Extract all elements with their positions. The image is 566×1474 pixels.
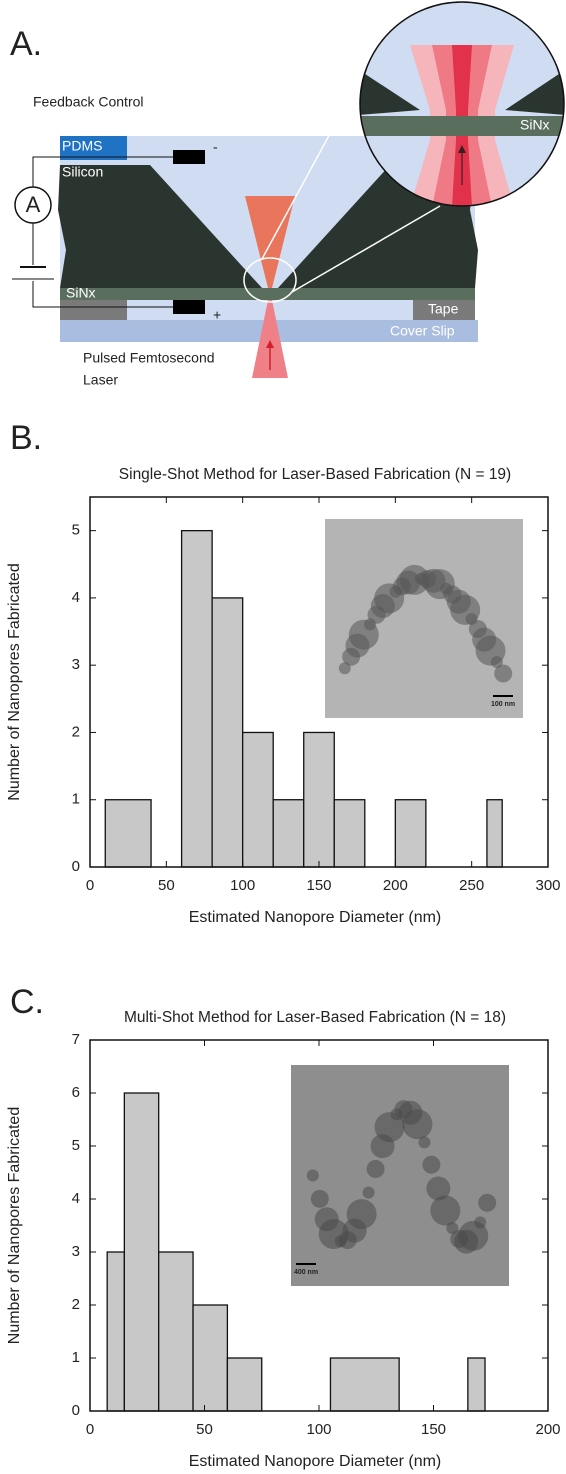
tem-blob [458,1220,489,1251]
y-axis-label: Number of Nanopores Fabricated [6,1107,23,1344]
diagram-label: + [213,307,221,323]
y-tick-label: 4 [72,589,80,606]
y-tick-label: 6 [72,1084,80,1101]
histogram-bar [180,529,213,868]
tem-blob [338,662,351,675]
diagram-label: Cover Slip [390,323,455,339]
y-tick-label: 3 [72,1243,80,1260]
x-tick-label: 100 [306,1421,331,1438]
y-tick-label: 5 [72,1137,80,1154]
histogram-bar [329,1357,400,1412]
tem-blob [422,1155,441,1174]
scale-label: 100 nm [491,701,515,708]
diagram-label: Feedback Control [33,94,144,110]
x-tick-label: 300 [535,877,560,894]
diagram-label: Tape [428,301,459,317]
diagram-label: SiNx [66,285,96,301]
x-tick-label: 200 [383,877,408,894]
tem-blob [362,1186,375,1199]
tem-blob [474,1216,487,1229]
y-axis-label: Number of Nanopores Fabricated [6,563,23,800]
diagram-label: PDMS [62,138,102,154]
ammeter-label: A [26,192,41,217]
x-tick-label: 150 [306,877,331,894]
tem-blob [494,664,513,683]
x-tick-label: 0 [86,877,94,894]
chart-title: Single-Shot Method for Laser-Based Fabri… [119,466,511,483]
schematic [12,1,565,378]
tem-image [291,1065,509,1286]
histogram-bar [303,731,335,868]
tem-blob [402,1109,433,1140]
y-tick-label: 3 [72,656,80,673]
tem-blob [366,1159,385,1178]
tem-image [325,519,523,718]
x-tick-label: 50 [158,877,175,894]
histogram-bar [104,799,152,868]
x-tick-label: 50 [196,1421,213,1438]
tem-blob [430,1195,461,1226]
tem-blob [418,1136,431,1149]
histogram-bar [486,799,503,868]
histogram-bar [394,799,427,868]
x-axis-label: Estimated Nanopore Diameter (nm) [189,909,442,926]
tem-blob [478,1193,497,1212]
x-tick-label: 100 [230,877,255,894]
tem-blob [310,1189,329,1208]
x-tick-label: 200 [535,1421,560,1438]
y-tick-label: 5 [72,522,80,539]
tem-blob [490,656,503,669]
diagram-label: - [213,139,218,155]
tem-blob [346,1199,377,1230]
tem-blob [306,1169,319,1182]
scale-label: 400 nm [294,1269,318,1276]
tem-blob [426,1176,451,1201]
x-axis-label: Estimated Nanopore Diameter (nm) [189,1453,442,1470]
histogram-bar [226,1357,263,1412]
y-tick-label: 0 [72,858,80,875]
y-tick-label: 1 [72,1349,80,1366]
y-tick-label: 1 [72,791,80,808]
panel-label: C. [10,983,44,1021]
histogram-bar [158,1251,194,1412]
panel-label: A. [10,25,42,63]
diagram-label: Laser [83,372,118,388]
diagram-label: SiNx [520,117,550,133]
panel-label: B. [10,419,42,457]
y-tick-label: 2 [72,1296,80,1313]
histogram-bar [242,731,274,868]
y-tick-label: 0 [72,1402,80,1419]
y-tick-label: 7 [72,1031,80,1048]
histogram-bar [106,1251,126,1412]
x-tick-label: 250 [459,877,484,894]
y-tick-label: 4 [72,1190,80,1207]
y-tick-label: 2 [72,723,80,740]
x-tick-label: 150 [421,1421,446,1438]
x-tick-label: 0 [86,1421,94,1438]
histogram-bar [211,597,244,868]
histogram-bar [272,799,305,868]
histogram-bar [192,1304,229,1412]
chart-title: Multi-Shot Method for Laser-Based Fabric… [124,1009,506,1026]
histogram-bar [467,1357,486,1412]
histogram-bar [333,799,366,868]
diagram-label: Pulsed Femtosecond [83,350,215,366]
histogram-bar [123,1092,160,1412]
diagram-label: Silicon [62,164,103,180]
